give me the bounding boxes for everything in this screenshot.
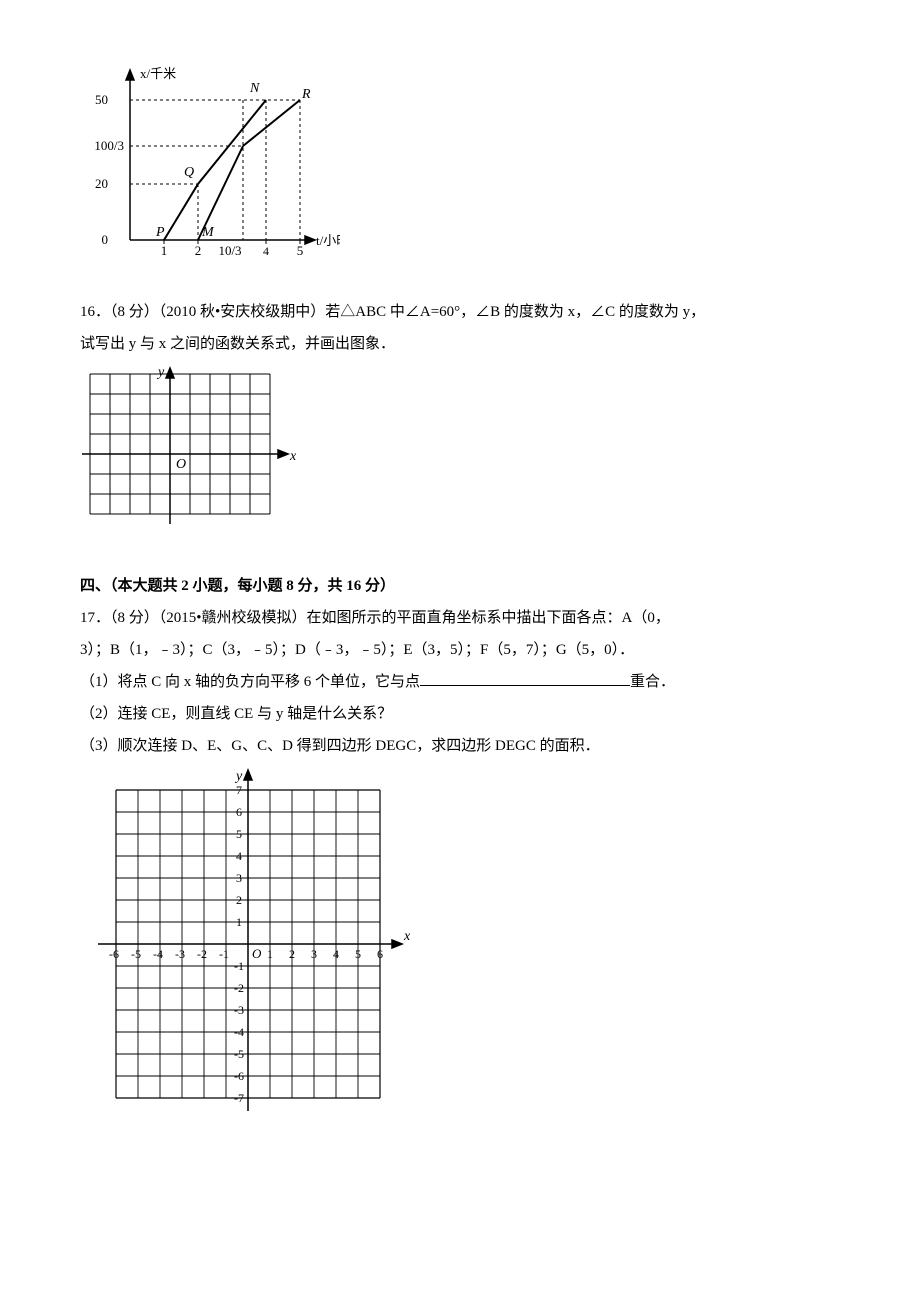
chart3-xlabel: x — [403, 929, 411, 944]
chart1-ytick-0: 0 — [102, 232, 109, 247]
chart3-xneg--1: -1 — [219, 947, 229, 961]
chart3-ypos-1: 1 — [236, 915, 242, 929]
chart2-origin: O — [176, 457, 186, 472]
q16-line1: 16．（8 分）（2010 秋•安庆校级期中）若△ABC 中∠A=60°，∠B … — [80, 300, 840, 324]
chart3-xpos-3: 3 — [311, 947, 317, 961]
q17-intro: 在如图所示的平面直角坐标系中描出下面各点：A（0， — [307, 610, 670, 626]
chart2-ylabel: y — [156, 365, 165, 380]
chart3-xneg--3: -3 — [175, 947, 185, 961]
chart1-xlabel: t/小时 — [316, 233, 340, 248]
chart3-yneg--7: -7 — [234, 1091, 244, 1105]
q17-line1: 17．（8 分）（2015•赣州校级模拟）在如图所示的平面直角坐标系中描出下面各… — [80, 606, 840, 630]
q17-part1: （1）将点 C 向 x 轴的负方向平移 6 个单位，它与点 重合． — [80, 670, 840, 694]
chart3-svg: O x y -6-5-4-3-2-11234561234567-1-2-3-4-… — [80, 766, 420, 1136]
chart1-xtick-2: 2 — [195, 243, 202, 258]
chart1-xtick-5: 5 — [297, 243, 304, 258]
q17-part2: （2）连接 CE，则直线 CE 与 y 轴是什么关系？ — [80, 702, 840, 726]
section4-header: 四、（本大题共 2 小题，每小题 8 分，共 16 分） — [80, 574, 840, 598]
chart2-svg: O x y — [80, 364, 300, 544]
chart3-xneg--6: -6 — [109, 947, 119, 961]
chart1-label-Q: Q — [184, 165, 194, 180]
chart3-ypos-7: 7 — [236, 783, 242, 797]
chart2-blank-grid: O x y — [80, 364, 840, 544]
chart3-xneg--2: -2 — [197, 947, 207, 961]
chart-distance-time: x/千米 t/小时 50 100/3 20 0 1 2 10/3 4 5 N R… — [80, 60, 840, 280]
chart3-ypos-3: 3 — [236, 871, 242, 885]
chart3-origin: O — [252, 946, 262, 961]
q16-text-a: 若△ABC 中∠A=60°，∠B 的度数为 x，∠C 的度数为 y， — [325, 304, 705, 320]
chart3-xpos-2: 2 — [289, 947, 295, 961]
chart3-ylabel: y — [234, 769, 243, 784]
chart1-ytick-50: 50 — [95, 92, 108, 107]
chart1-ytick-100-3: 100/3 — [94, 138, 124, 153]
q17-part1-b: 重合． — [630, 674, 675, 690]
chart1-xtick-1: 1 — [161, 243, 168, 258]
chart3-xneg--4: -4 — [153, 947, 163, 961]
chart1-label-P: P — [155, 225, 165, 240]
q17-line2: 3）；B（1，﹣3）；C（3，﹣5）；D（﹣3，﹣5）；E（3，5）；F（5，7… — [80, 638, 840, 662]
chart3-yneg--6: -6 — [234, 1069, 244, 1083]
chart3-yneg--4: -4 — [234, 1025, 244, 1039]
chart1-xtick-10-3: 10/3 — [218, 243, 241, 258]
chart3-yneg--2: -2 — [234, 981, 244, 995]
chart1-svg: x/千米 t/小时 50 100/3 20 0 1 2 10/3 4 5 N R… — [80, 60, 340, 280]
chart1-ylabel: x/千米 — [140, 66, 176, 81]
chart1-xtick-4: 4 — [263, 244, 269, 258]
chart1-label-R: R — [301, 87, 311, 102]
q17-source: （2015•赣州校级模拟） — [159, 610, 307, 626]
q16-source: （2010 秋•安庆校级期中） — [159, 304, 326, 320]
q16-number: 16．（8 分） — [80, 304, 159, 320]
q17-part1-a: （1）将点 C 向 x 轴的负方向平移 6 个单位，它与点 — [80, 674, 420, 690]
chart3-ypos-6: 6 — [236, 805, 242, 819]
chart3-ypos-2: 2 — [236, 893, 242, 907]
chart3-xneg--5: -5 — [131, 947, 141, 961]
chart2-xlabel: x — [289, 449, 297, 464]
q17-blank — [420, 685, 630, 686]
chart3-xpos-5: 5 — [355, 947, 361, 961]
chart3-yneg--1: -1 — [234, 959, 244, 973]
q17-part3: （3）顺次连接 D、E、G、C、D 得到四边形 DEGC，求四边形 DEGC 的… — [80, 734, 840, 758]
chart3-ypos-5: 5 — [236, 827, 242, 841]
chart3-xpos-6: 6 — [377, 947, 383, 961]
chart3-xpos-4: 4 — [333, 947, 339, 961]
chart3-yneg--3: -3 — [234, 1003, 244, 1017]
chart1-label-N: N — [249, 81, 260, 96]
q16-line2: 试写出 y 与 x 之间的函数关系式，并画出图象． — [80, 332, 840, 356]
chart3-coordinate-grid: O x y -6-5-4-3-2-11234561234567-1-2-3-4-… — [80, 766, 840, 1136]
chart1-ytick-20: 20 — [95, 176, 108, 191]
chart1-label-M: M — [201, 225, 215, 240]
chart3-yneg--5: -5 — [234, 1047, 244, 1061]
chart3-xpos-1: 1 — [267, 947, 273, 961]
chart3-ypos-4: 4 — [236, 849, 242, 863]
q17-number: 17．（8 分） — [80, 610, 159, 626]
